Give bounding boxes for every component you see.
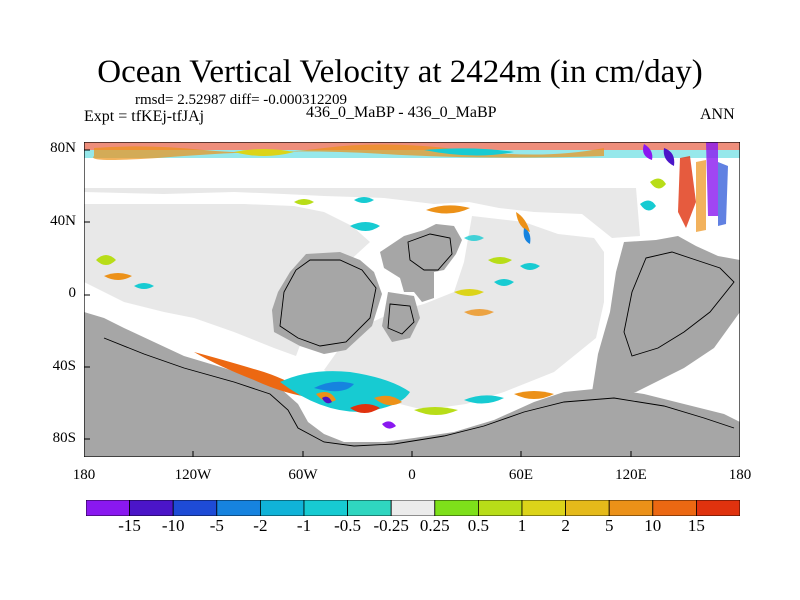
- colorbar-label: -0.5: [334, 516, 362, 535]
- x-tick-label: 60E: [508, 467, 534, 483]
- colorbar-swatch: [216, 500, 261, 516]
- colorbar-label: -0.25: [373, 516, 409, 535]
- x-tick-label: 120E: [615, 467, 647, 483]
- y-tick-label: 80N: [50, 140, 76, 156]
- x-tick-label: 0: [408, 467, 416, 483]
- y-tick-label: 40S: [52, 358, 76, 374]
- colorbar-label: 1: [517, 516, 527, 535]
- colorbar-swatch: [608, 500, 654, 516]
- colorbar-label: -10: [161, 516, 185, 535]
- colorbar: [86, 500, 740, 516]
- y-tick-label: 80S: [52, 430, 76, 446]
- experiment-label: Expt = tfKEj-tfJAj: [84, 108, 205, 125]
- colorbar-swatch: [696, 500, 740, 516]
- map-ticks: [84, 149, 632, 457]
- ocean-velocity-map: [84, 142, 740, 457]
- colorbar-swatch: [565, 500, 610, 516]
- map-land-masses: [84, 224, 740, 457]
- colorbar-swatch: [652, 500, 697, 516]
- colorbar-label: 10: [644, 516, 662, 535]
- x-tick-label: 60W: [288, 467, 318, 483]
- colorbar-label: 5: [604, 516, 614, 535]
- map-anomaly-patches: [84, 142, 740, 429]
- colorbar-swatch: [303, 500, 348, 516]
- colorbar-label: 2: [561, 516, 570, 535]
- stats-label: rmsd= 2.52987 diff= -0.000312209: [135, 92, 348, 108]
- runs-label: 436_0_MaBP - 436_0_MaBP: [306, 104, 497, 121]
- colorbar-swatch: [172, 500, 218, 516]
- x-tick-label: 180: [728, 467, 752, 483]
- colorbar-swatch: [390, 500, 436, 516]
- x-tick-label: 180: [72, 467, 96, 483]
- colorbar-label: -2: [253, 516, 268, 535]
- colorbar-swatch: [129, 500, 174, 516]
- colorbar-swatch: [86, 500, 130, 516]
- colorbar-label: 15: [687, 516, 705, 535]
- colorbar-swatch: [434, 500, 479, 516]
- colorbar-label: 0.5: [467, 516, 490, 535]
- y-tick-label: 0: [68, 285, 77, 301]
- colorbar-swatch: [259, 500, 305, 516]
- x-tick-label: 120W: [174, 467, 212, 483]
- colorbar-swatch: [477, 500, 523, 516]
- colorbar-label: -5: [209, 516, 224, 535]
- colorbar-label: -1: [296, 516, 312, 535]
- colorbar-label: -15: [118, 516, 141, 535]
- plot-title: Ocean Vertical Velocity at 2424m (in cm/…: [97, 54, 703, 90]
- colorbar-swatch: [347, 500, 392, 516]
- season-label: ANN: [700, 106, 735, 123]
- colorbar-label: 0.25: [419, 516, 450, 535]
- map-coast-outlines: [103, 233, 735, 447]
- colorbar-swatch: [521, 500, 566, 516]
- y-tick-label: 40N: [50, 213, 76, 229]
